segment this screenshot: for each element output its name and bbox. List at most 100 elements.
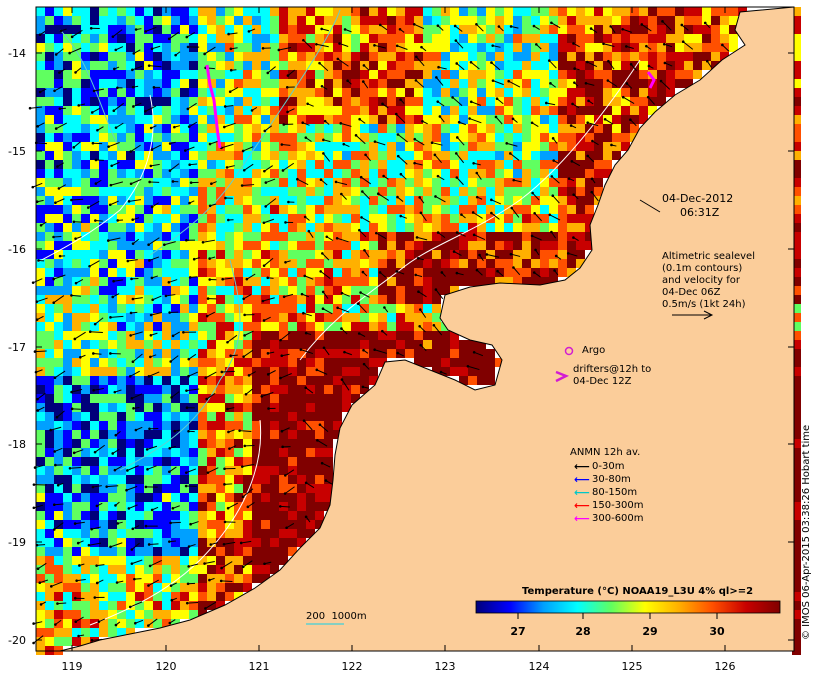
sst-cell (792, 439, 801, 448)
sst-cell (549, 16, 558, 25)
sst-cell (351, 97, 360, 106)
velocity-arrow-head (262, 221, 266, 225)
sst-cell (792, 493, 801, 502)
sst-cell (495, 358, 504, 367)
sst-cell (315, 475, 324, 484)
sst-cell (333, 385, 342, 394)
sst-cell (270, 178, 279, 187)
sst-cell (261, 475, 270, 484)
sst-cell (198, 88, 207, 97)
sst-cell (117, 214, 126, 223)
sst-cell (54, 385, 63, 394)
sst-cell (63, 502, 72, 511)
sst-cell (162, 367, 171, 376)
sst-cell (162, 457, 171, 466)
velocity-arrow-head (229, 47, 233, 51)
sst-cell (171, 457, 180, 466)
sst-cell (54, 106, 63, 115)
sst-cell (495, 133, 504, 142)
sst-cell (234, 115, 243, 124)
velocity-arrow (126, 485, 138, 491)
velocity-arrow-head (134, 428, 138, 432)
sst-cell (180, 223, 189, 232)
sst-cell (99, 565, 108, 574)
sst-cell (234, 151, 243, 160)
sst-cell (270, 421, 279, 430)
sst-cell (405, 304, 414, 313)
sst-cell (63, 439, 72, 448)
velocity-arrow (148, 579, 159, 586)
sst-cell (252, 385, 261, 394)
sst-cell (99, 439, 108, 448)
velocity-arrow-head (586, 60, 589, 64)
sst-cell (234, 403, 243, 412)
sst-cell (126, 610, 135, 619)
velocity-arrow (71, 388, 83, 393)
sst-cell (135, 7, 144, 16)
sst-cell (306, 232, 315, 241)
sst-cell (153, 529, 162, 538)
velocity-arrow-head (31, 185, 35, 189)
sst-cell (207, 394, 216, 403)
sst-cell (324, 313, 333, 322)
sst-cell (234, 385, 243, 394)
sst-cell (153, 475, 162, 484)
sst-cell (225, 205, 234, 214)
sst-cell (99, 142, 108, 151)
sst-cell (234, 250, 243, 259)
sst-cell (450, 88, 459, 97)
velocity-arrow (33, 621, 43, 625)
sst-cell (180, 592, 189, 601)
sst-cell (54, 223, 63, 232)
sst-cell (792, 196, 801, 205)
velocity-arrow (357, 303, 367, 313)
sst-cell (189, 88, 198, 97)
sst-cell (585, 160, 594, 169)
sst-cell (189, 475, 198, 484)
velocity-arrow-head (490, 61, 493, 64)
velocity-arrow (206, 392, 216, 400)
sst-cell (612, 88, 621, 97)
sst-cell (207, 340, 216, 349)
sst-cell (63, 124, 72, 133)
sst-cell (180, 43, 189, 52)
sst-cell (576, 142, 585, 151)
sst-cell (540, 250, 549, 259)
velocity-arrow-head (131, 527, 135, 531)
velocity-arrow (374, 141, 386, 146)
velocity-arrow-head (107, 145, 110, 148)
sst-cell (369, 367, 378, 376)
sst-cell (36, 223, 45, 232)
velocity-arrow-head (286, 74, 290, 77)
velocity-arrow (186, 468, 197, 474)
sst-cell (324, 358, 333, 367)
sst-cell (441, 268, 450, 277)
sst-cell (297, 394, 306, 403)
sst-cell (450, 106, 459, 115)
sst-cell (180, 205, 189, 214)
sst-cell (351, 124, 360, 133)
velocity-arrow-head (97, 620, 101, 623)
sst-cell (81, 322, 90, 331)
sst-cell (621, 61, 630, 70)
sst-cell (99, 277, 108, 286)
sst-cell (324, 115, 333, 124)
sst-cell (234, 43, 243, 52)
sst-cell (270, 457, 279, 466)
sst-cell (171, 124, 180, 133)
sst-cell (171, 7, 180, 16)
sst-cell (153, 448, 162, 457)
sst-cell (198, 286, 207, 295)
velocity-arrow (241, 540, 252, 544)
sst-cell (432, 70, 441, 79)
sst-cell (234, 124, 243, 133)
velocity-arrow (33, 504, 44, 509)
sst-cell (315, 142, 324, 151)
sst-cell (252, 61, 261, 70)
sst-cell (504, 169, 513, 178)
sst-cell (369, 277, 378, 286)
velocity-arrow-head (437, 65, 440, 69)
velocity-arrow-head (93, 596, 97, 599)
velocity-arrow-head (225, 166, 229, 169)
velocity-arrow-head (116, 522, 120, 525)
